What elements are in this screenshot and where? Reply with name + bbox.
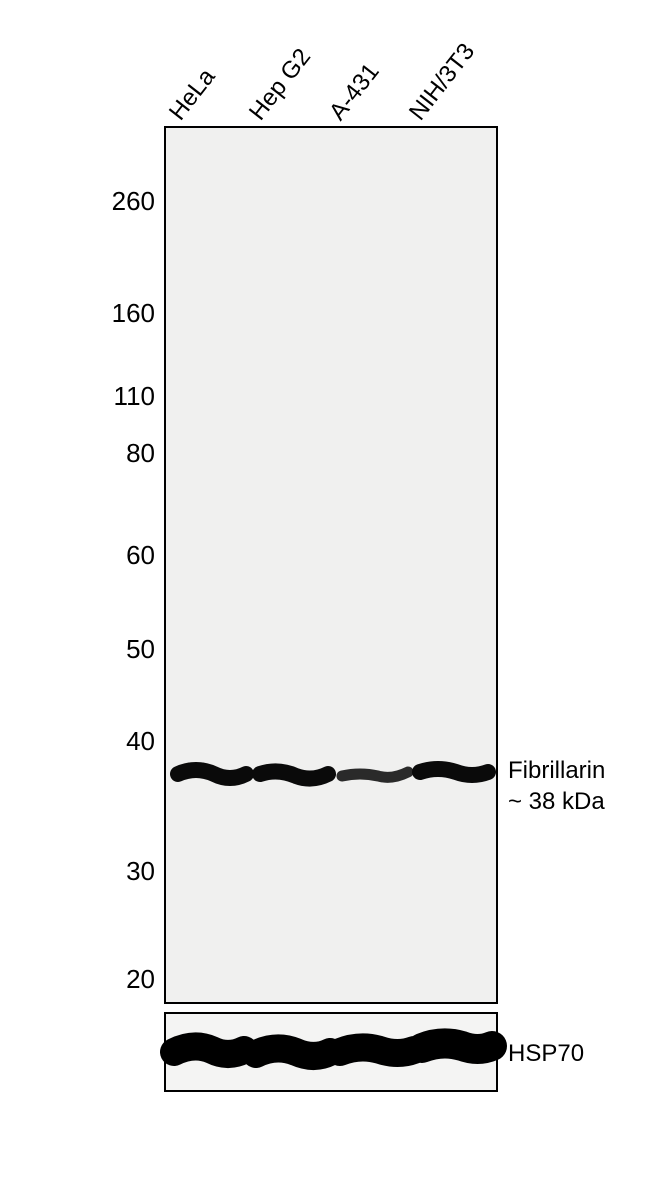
mw-marker: 110: [105, 381, 155, 412]
mw-marker: 30: [120, 856, 155, 887]
target-label: Fibrillarin ~ 38 kDa: [508, 755, 605, 817]
mw-marker: 80: [120, 438, 155, 469]
mw-marker: 160: [105, 298, 155, 329]
mw-marker: 260: [105, 186, 155, 217]
target-label-line1: Fibrillarin: [508, 755, 605, 786]
mw-marker: 20: [120, 964, 155, 995]
mw-marker: 50: [120, 634, 155, 665]
mw-marker: 40: [120, 726, 155, 757]
lane-label: NIH/3T3: [404, 38, 481, 126]
lane-label: A-431: [324, 58, 385, 126]
target-bands-svg: [164, 126, 494, 1000]
lane-label: Hep G2: [244, 44, 317, 126]
loading-bands-svg: [164, 1012, 494, 1088]
target-label-line2: ~ 38 kDa: [508, 786, 605, 817]
mw-marker: 60: [120, 540, 155, 571]
lane-label: HeLa: [164, 64, 221, 126]
figure-container: HeLa Hep G2 A-431 NIH/3T3 260 160 110 80…: [0, 0, 650, 1180]
loading-label: HSP70: [508, 1038, 584, 1069]
